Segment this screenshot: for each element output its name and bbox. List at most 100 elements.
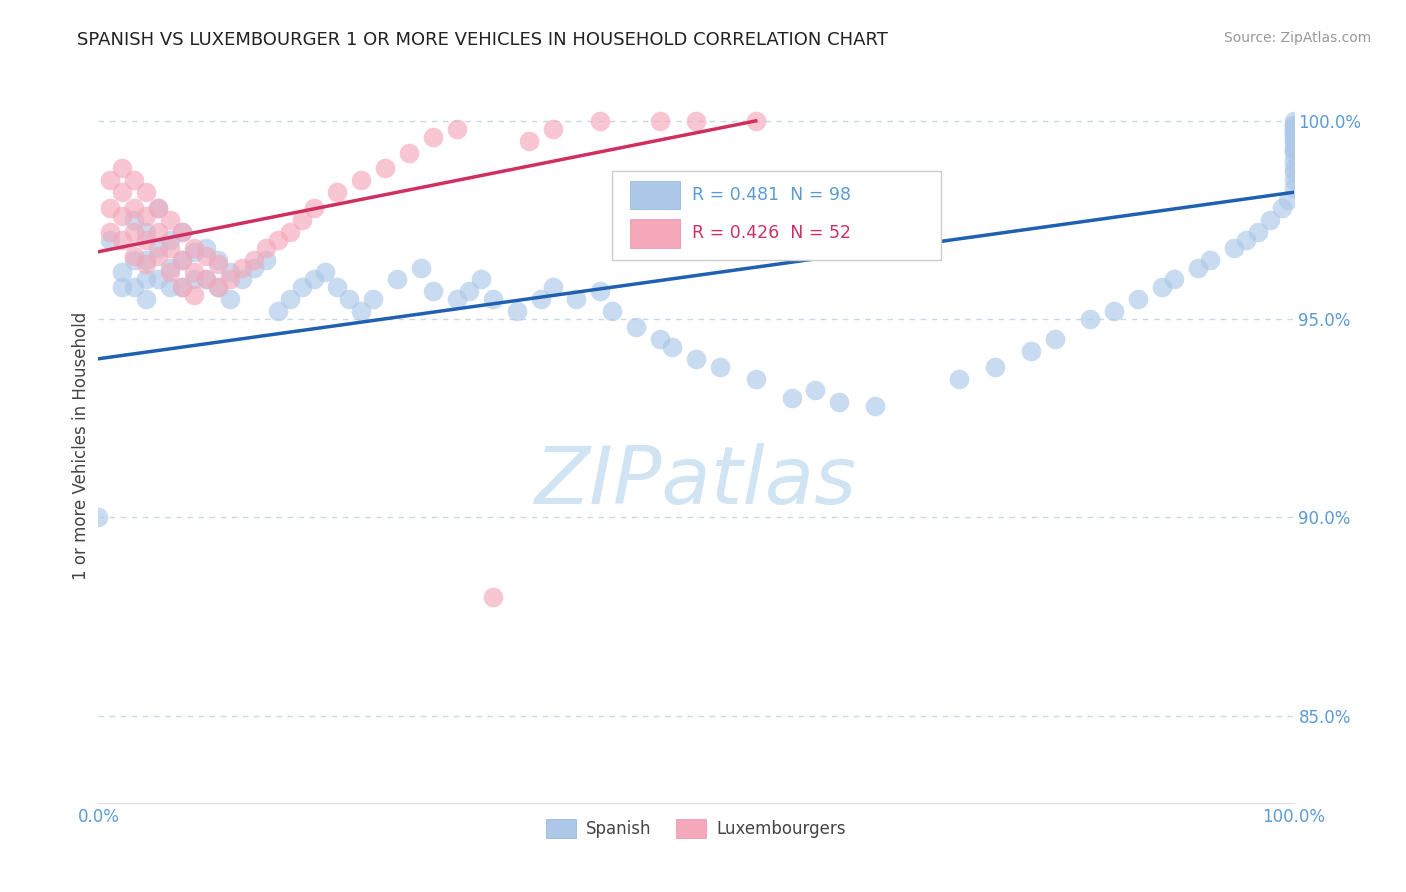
Point — [1282, 118, 1305, 132]
Point — [709, 359, 731, 374]
Point — [374, 161, 396, 176]
Point — [195, 272, 218, 286]
Point — [1282, 126, 1305, 140]
Point — [219, 272, 242, 286]
Point — [458, 285, 481, 299]
Point — [626, 320, 648, 334]
Point — [1282, 129, 1305, 144]
Point — [291, 280, 314, 294]
Point — [302, 201, 325, 215]
Point — [207, 257, 229, 271]
Point — [1271, 201, 1294, 215]
Point — [111, 186, 134, 200]
Point — [541, 280, 564, 294]
Point — [602, 304, 624, 318]
FancyBboxPatch shape — [630, 180, 681, 209]
Point — [183, 288, 205, 302]
Point — [135, 252, 157, 267]
Point — [363, 293, 385, 307]
Point — [984, 359, 1007, 374]
Point — [172, 252, 194, 267]
Point — [865, 400, 887, 414]
Point — [411, 260, 433, 275]
Point — [1080, 312, 1102, 326]
Point — [207, 280, 229, 294]
Point — [1104, 304, 1126, 318]
Point — [339, 293, 361, 307]
Point — [565, 293, 588, 307]
Point — [172, 225, 194, 239]
Text: ZIPatlas: ZIPatlas — [534, 442, 858, 521]
Point — [422, 285, 444, 299]
Point — [326, 186, 349, 200]
Point — [243, 252, 266, 267]
Point — [148, 272, 170, 286]
Point — [1282, 121, 1305, 136]
Text: SPANISH VS LUXEMBOURGER 1 OR MORE VEHICLES IN HOUSEHOLD CORRELATION CHART: SPANISH VS LUXEMBOURGER 1 OR MORE VEHICL… — [77, 31, 889, 49]
Point — [745, 114, 768, 128]
Point — [124, 213, 146, 227]
Point — [350, 173, 373, 187]
Point — [804, 384, 827, 398]
Legend: Spanish, Luxembourgers: Spanish, Luxembourgers — [540, 812, 852, 845]
Point — [231, 272, 253, 286]
Point — [98, 201, 122, 215]
Point — [98, 233, 122, 247]
Point — [1282, 118, 1305, 132]
Point — [195, 249, 218, 263]
Point — [1223, 241, 1246, 255]
Point — [98, 225, 122, 239]
Point — [481, 590, 505, 604]
Point — [1282, 121, 1305, 136]
Point — [135, 257, 157, 271]
Point — [1282, 142, 1305, 156]
Point — [135, 225, 157, 239]
Point — [159, 241, 181, 255]
Point — [648, 114, 672, 128]
Point — [385, 272, 409, 286]
Point — [159, 233, 181, 247]
Point — [111, 233, 134, 247]
Y-axis label: 1 or more Vehicles in Household: 1 or more Vehicles in Household — [72, 312, 90, 580]
Point — [111, 161, 134, 176]
Point — [1282, 142, 1305, 156]
Point — [1043, 332, 1066, 346]
Point — [315, 264, 337, 278]
Point — [135, 233, 157, 247]
Point — [267, 304, 290, 318]
Point — [589, 114, 612, 128]
Point — [481, 293, 505, 307]
Point — [195, 241, 218, 255]
Point — [183, 272, 205, 286]
Point — [1187, 260, 1209, 275]
Point — [195, 272, 218, 286]
Point — [183, 241, 205, 255]
Point — [1019, 343, 1042, 358]
Point — [159, 280, 181, 294]
Point — [1199, 252, 1222, 267]
Point — [231, 260, 253, 275]
FancyBboxPatch shape — [613, 171, 941, 260]
Point — [1258, 213, 1281, 227]
Point — [111, 209, 134, 223]
Point — [254, 252, 277, 267]
Point — [267, 233, 290, 247]
Point — [159, 260, 181, 275]
Point — [159, 264, 181, 278]
Point — [183, 264, 205, 278]
Point — [1128, 293, 1150, 307]
Point — [124, 280, 146, 294]
Point — [1282, 173, 1305, 187]
Point — [745, 371, 768, 385]
Point — [1282, 145, 1305, 160]
Point — [446, 121, 468, 136]
Point — [291, 213, 314, 227]
Point — [1282, 153, 1305, 168]
Point — [135, 186, 157, 200]
Point — [111, 280, 134, 294]
Point — [207, 252, 229, 267]
Point — [350, 304, 373, 318]
Point — [124, 252, 146, 267]
Point — [124, 173, 146, 187]
Point — [278, 293, 301, 307]
